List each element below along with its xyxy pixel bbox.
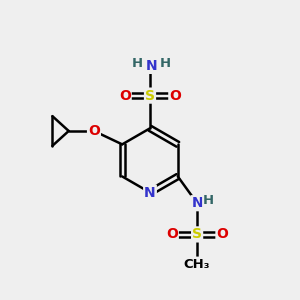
Text: O: O: [169, 88, 181, 103]
Text: S: S: [145, 88, 155, 103]
Text: N: N: [146, 59, 157, 73]
Text: S: S: [192, 227, 202, 242]
Text: N: N: [144, 185, 156, 200]
Text: H: H: [132, 57, 143, 70]
Text: CH₃: CH₃: [184, 258, 210, 271]
Text: H: H: [203, 194, 214, 207]
Text: N: N: [191, 196, 203, 210]
Text: H: H: [160, 57, 171, 70]
Text: O: O: [88, 124, 100, 138]
Text: O: O: [216, 227, 228, 242]
Text: O: O: [166, 227, 178, 242]
Text: O: O: [119, 88, 131, 103]
